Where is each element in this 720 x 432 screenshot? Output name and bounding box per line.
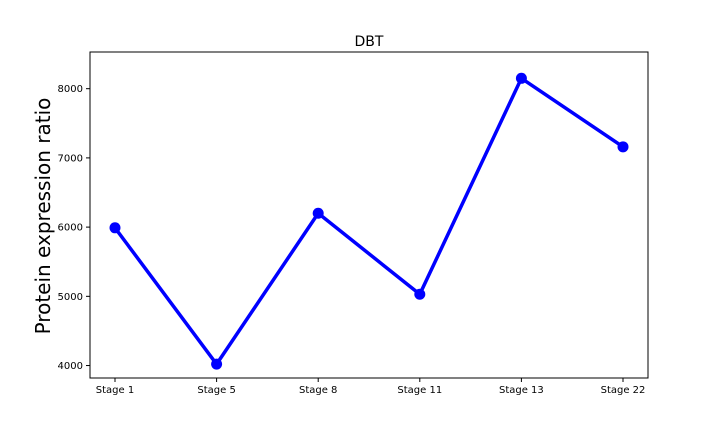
y-tick-label: 8000: [58, 84, 83, 95]
data-point: [312, 207, 324, 219]
chart-title: DBT: [355, 34, 384, 50]
x-tick-label: Stage 8: [299, 385, 337, 396]
y-tick-label: 6000: [58, 223, 83, 234]
x-tick-label: Stage 1: [96, 385, 134, 396]
x-axis: Stage 1 Stage 5 Stage 8 Stage 11 Stage 13 Sta…: [96, 378, 646, 396]
y-axis-label: Protein expression ratio: [31, 98, 55, 335]
data-point: [109, 222, 121, 234]
data-point: [515, 72, 527, 84]
y-tick-label: 4000: [58, 361, 83, 372]
plot-area-frame: [89, 51, 649, 379]
y-axis: 4000 5000 6000 7000 8000: [58, 84, 90, 372]
series-layer: [109, 72, 629, 370]
x-tick-label: Stage 11: [397, 385, 442, 396]
y-tick-label: 5000: [58, 292, 83, 303]
y-tick-label: 7000: [58, 153, 83, 164]
data-point: [617, 141, 629, 153]
x-tick-label: Stage 22: [601, 385, 646, 396]
data-point: [414, 288, 426, 300]
x-tick-label: Stage 13: [499, 385, 544, 396]
x-tick-label: Stage 5: [197, 385, 235, 396]
data-point: [211, 358, 223, 370]
series-line: [113, 76, 624, 366]
